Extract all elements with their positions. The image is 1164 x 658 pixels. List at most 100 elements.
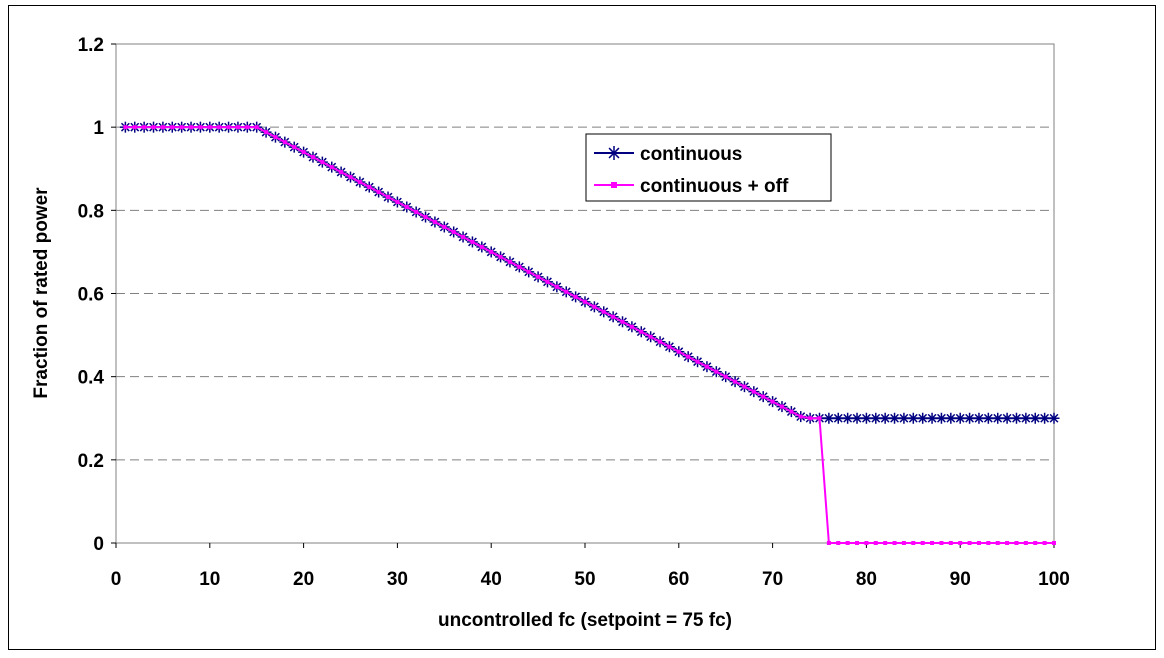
grid-lines	[116, 126, 1054, 461]
point-1-49	[583, 299, 587, 304]
point-1-61	[695, 359, 700, 364]
point-1-62	[704, 364, 709, 369]
point-1-7	[189, 125, 194, 130]
legend-marker-0	[607, 146, 621, 160]
point-0-81	[879, 412, 891, 424]
point-1-2	[142, 125, 147, 130]
point-1-73	[808, 416, 813, 421]
point-1-33	[432, 219, 437, 224]
point-1-60	[686, 354, 691, 359]
point-1-5	[170, 125, 175, 130]
x-tick-label-1: 10	[199, 569, 220, 590]
point-1-51	[601, 309, 606, 314]
point-1-81	[883, 541, 888, 545]
point-1-11	[226, 125, 231, 130]
point-1-42	[517, 264, 522, 269]
x-axis-title: uncontrolled fc (setpoint = 75 fc)	[438, 610, 732, 631]
point-1-83	[901, 541, 906, 545]
point-1-20	[310, 155, 315, 160]
point-1-43	[526, 269, 531, 274]
legend-label-0: continuous	[640, 144, 742, 165]
point-1-15	[264, 130, 269, 135]
point-1-31	[414, 209, 419, 214]
point-1-66	[742, 384, 747, 389]
point-1-53	[620, 319, 625, 324]
chart-frame: 0 0.2 0.4 0.6 0.8 1 1.2 0 10 20 30 40 50 60 70 80 90 100 …	[8, 5, 1156, 650]
point-1-1	[132, 125, 137, 130]
point-1-40	[498, 254, 503, 259]
point-1-91	[976, 541, 981, 545]
point-1-82	[892, 541, 897, 545]
y-tick-label-1: 0.2	[78, 451, 104, 472]
point-1-77	[845, 541, 850, 545]
x-tick-label-7: 70	[762, 569, 783, 590]
y-tick-label-5: 1	[93, 118, 104, 139]
point-0-96	[1020, 412, 1032, 424]
point-1-55	[639, 329, 644, 334]
y-tick-label-0: 0	[93, 534, 104, 555]
point-1-25	[357, 180, 362, 185]
point-1-46	[554, 284, 559, 289]
x-tick-label-6: 60	[668, 569, 689, 590]
y-axis-title: Fraction of rated power	[31, 187, 52, 399]
point-1-24	[348, 175, 353, 180]
legend-label-1: continuous + off	[640, 176, 789, 197]
point-1-29	[395, 200, 400, 205]
point-0-76	[832, 412, 844, 424]
point-0-85	[917, 412, 929, 424]
point-0-77	[842, 412, 854, 424]
point-1-95	[1014, 541, 1019, 545]
series-1	[123, 125, 1056, 545]
series-line-1	[125, 126, 1054, 544]
point-1-99	[1052, 541, 1056, 545]
point-1-63	[714, 369, 719, 374]
point-1-16	[273, 135, 278, 140]
point-1-10	[217, 125, 222, 130]
point-0-75	[823, 412, 835, 424]
point-1-79	[864, 541, 869, 545]
point-0-89	[954, 412, 966, 424]
point-1-44	[536, 274, 541, 279]
point-1-8	[198, 125, 203, 130]
point-0-86	[926, 412, 938, 424]
point-1-57	[658, 339, 663, 344]
x-tick-label-3: 30	[387, 569, 408, 590]
point-1-17	[282, 140, 287, 145]
x-tick-label-2: 20	[293, 569, 314, 590]
point-0-84	[907, 412, 919, 424]
point-1-67	[751, 389, 756, 394]
point-1-34	[442, 224, 447, 229]
point-0-82	[889, 412, 901, 424]
point-0-95	[1010, 412, 1022, 424]
point-1-87	[939, 541, 944, 545]
point-1-6	[179, 125, 184, 130]
point-1-58	[667, 344, 672, 349]
point-1-65	[733, 379, 738, 384]
point-1-89	[958, 541, 963, 545]
point-1-32	[423, 214, 428, 219]
series-layer	[119, 121, 1060, 545]
point-1-22	[329, 165, 334, 170]
point-0-93	[992, 412, 1004, 424]
point-1-21	[320, 160, 325, 165]
point-1-54	[629, 324, 634, 329]
point-1-90	[967, 541, 972, 545]
x-tick-label-8: 80	[856, 569, 877, 590]
legend-entry-0: continuous	[594, 144, 742, 165]
point-1-39	[489, 249, 494, 254]
y-tick-label-3: 0.6	[78, 285, 104, 306]
point-1-76	[836, 541, 841, 545]
axis-ticks: 0 0.2 0.4 0.6 0.8 1 1.2 0 10 20 30 40 50 60 70 80 90 100	[78, 35, 1070, 590]
point-1-9	[207, 125, 212, 130]
x-tick-label-10: 100	[1038, 569, 1070, 590]
x-tick-label-5: 50	[574, 569, 595, 590]
point-1-26	[367, 185, 372, 190]
point-0-99	[1048, 412, 1060, 424]
point-1-97	[1033, 541, 1038, 545]
point-0-98	[1039, 412, 1051, 424]
point-1-37	[470, 239, 475, 244]
point-1-69	[770, 399, 775, 404]
point-1-0	[123, 125, 128, 130]
y-tick-label-6: 1.2	[78, 35, 104, 56]
point-0-83	[898, 412, 910, 424]
